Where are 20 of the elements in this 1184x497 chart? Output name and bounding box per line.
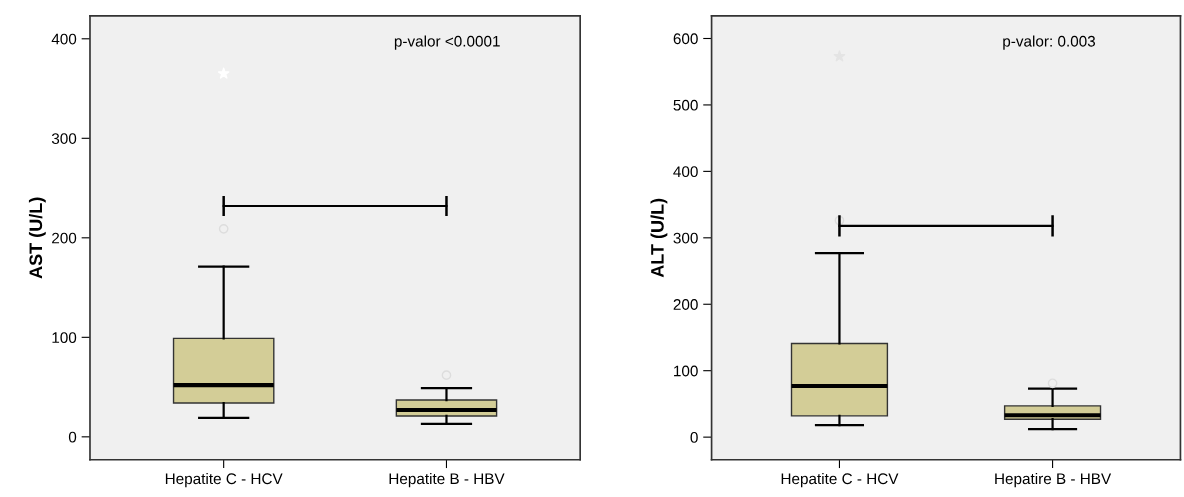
y-axis-title: AST (U/L) (28, 197, 46, 279)
y-tick-label: 200 (673, 299, 698, 310)
y-tick-label: 500 (673, 99, 698, 111)
y-tick-label: 0 (690, 432, 698, 443)
annotation: p-valor <0.0001 (394, 35, 500, 50)
y-tick-label: 100 (52, 332, 77, 344)
y-tick-label: 0 (68, 431, 77, 443)
y-tick-label: 200 (52, 232, 77, 244)
y-tick-label: 600 (673, 33, 698, 45)
x-tick-label: Hepatite C - HCV (165, 472, 283, 488)
y-tick-label: 400 (673, 166, 698, 178)
y-axis-title: ALT (U/L) (650, 198, 668, 278)
y-tick-label: 400 (51, 33, 77, 45)
annotation: p-valor: 0.003 (1003, 35, 1096, 50)
y-tick-label: 300 (51, 133, 77, 144)
y-tick-label: 100 (674, 365, 698, 377)
y-tick-label: 300 (673, 232, 698, 244)
x-tick-label: Hepatite C - HCV (781, 472, 899, 488)
x-tick-label: Hepatite B - HBV (389, 472, 505, 488)
x-tick-label: Hepatire B - HBV (995, 472, 1112, 488)
